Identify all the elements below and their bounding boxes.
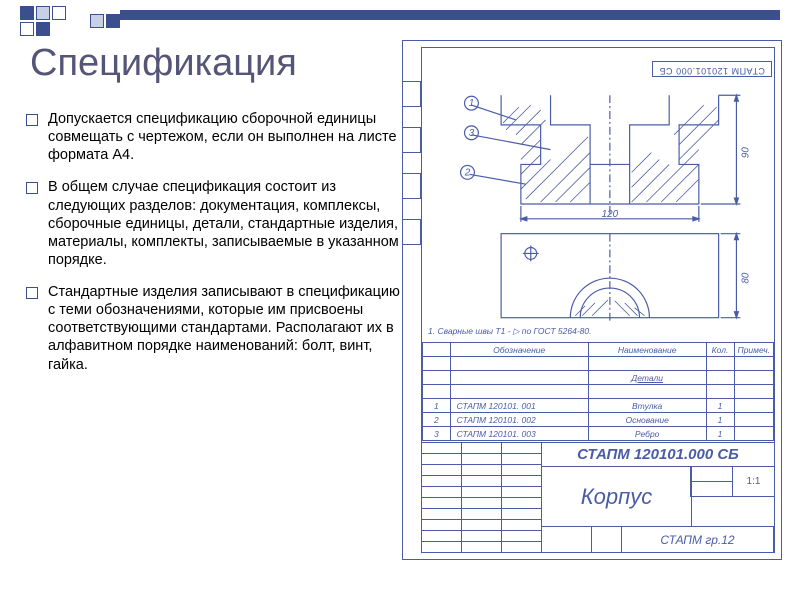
spec-table: ОбозначениеНаименованиеКол.Примеч. Детал… <box>422 342 774 441</box>
bullet-list: Допускается спецификацию сборочной едини… <box>20 110 405 374</box>
spec-header-cell: Обозначение <box>450 343 588 357</box>
bullet-item: В общем случае спецификация состоит из с… <box>20 178 405 269</box>
group-label: СТАПМ гр.12 <box>622 527 774 552</box>
spec-row: 3СТАПМ 120101. 003Ребро1 <box>423 427 774 441</box>
title-block-left-grid <box>422 443 542 552</box>
svg-text:3: 3 <box>469 128 475 139</box>
dim-width: 120 <box>602 209 619 220</box>
dim-h1: 90 <box>740 147 751 158</box>
decor-square <box>20 6 34 20</box>
bullet-item: Стандартные изделия записывают в специфи… <box>20 283 405 374</box>
title-block: СТАПМ 120101.000 СБ Корпус 1:1 СТАПМ гр.… <box>422 442 774 552</box>
decor-square <box>52 6 66 20</box>
spec-row: 1СТАПМ 120101. 001Втулка1 <box>423 399 774 413</box>
decor-square <box>36 6 50 20</box>
weld-note: 1. Сварные швы Т1 - ▷ по ГОСТ 5264-80. <box>428 326 591 337</box>
scale-value: 1:1 <box>732 467 774 496</box>
dim-h2: 80 <box>740 272 751 283</box>
drawing-inner: СТАПМ 120101.000 СБ <box>421 47 775 553</box>
decor-square <box>90 14 104 28</box>
spec-header-row: ОбозначениеНаименованиеКол.Примеч. <box>423 343 774 357</box>
spec-header-cell: Кол. <box>706 343 734 357</box>
page-title: Спецификация <box>30 42 297 85</box>
main-code: СТАПМ 120101.000 СБ <box>542 443 774 467</box>
svg-text:2: 2 <box>464 167 471 178</box>
bullet-content: Допускается спецификацию сборочной едини… <box>20 110 405 388</box>
binding-margin <box>403 81 421 265</box>
svg-text:1: 1 <box>469 98 475 109</box>
scale-cells: 1:1 <box>690 467 774 497</box>
spec-header-cell <box>423 343 451 357</box>
decor-square <box>106 14 120 28</box>
drawing-frame: СТАПМ 120101.000 СБ <box>402 40 782 560</box>
decor-square <box>36 22 50 36</box>
spec-header-cell: Наименование <box>588 343 706 357</box>
spec-header-cell: Примеч. <box>734 343 773 357</box>
part-name: Корпус <box>542 467 692 527</box>
bullet-item: Допускается спецификацию сборочной едини… <box>20 110 405 164</box>
spec-body: Детали1СТАПМ 120101. 001Втулка12СТАПМ 12… <box>423 357 774 441</box>
title-block-bottom: СТАПМ гр.12 <box>542 526 774 552</box>
spec-row: 2СТАПМ 120101. 002Основание1 <box>423 413 774 427</box>
decor-square <box>20 22 34 36</box>
header-decoration <box>0 0 800 28</box>
mechanical-view: 120 90 80 1 3 2 <box>422 74 774 334</box>
